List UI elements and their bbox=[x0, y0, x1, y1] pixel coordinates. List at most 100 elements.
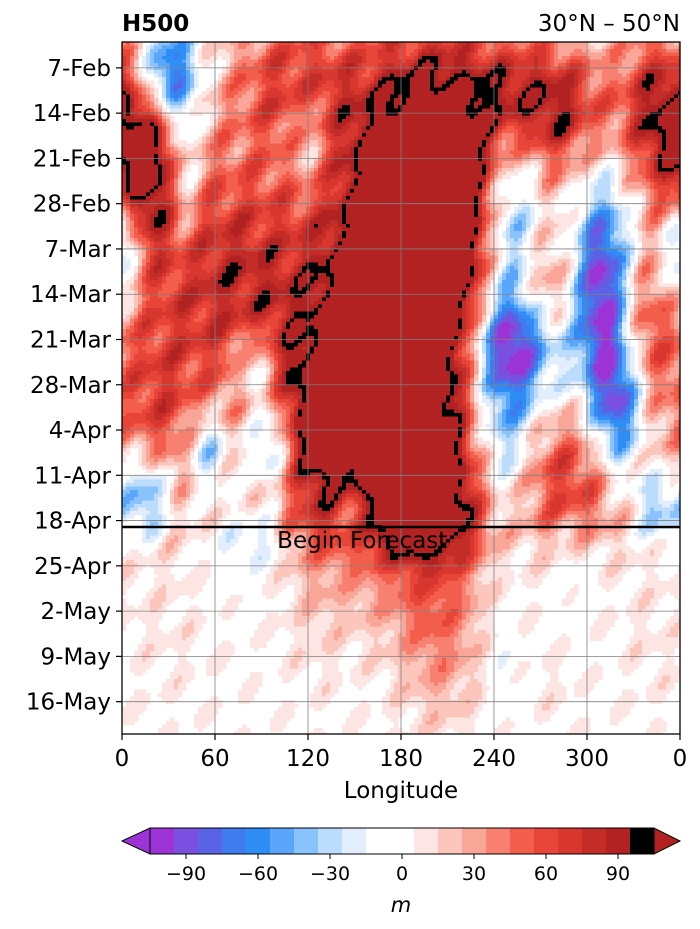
heatmap-cell bbox=[494, 119, 499, 124]
heatmap-cell bbox=[218, 133, 223, 138]
heatmap-cell bbox=[354, 157, 359, 162]
heatmap-cell bbox=[594, 129, 599, 134]
heatmap-cell bbox=[374, 129, 379, 134]
heatmap-cell bbox=[150, 136, 155, 141]
heatmap-cell bbox=[134, 129, 139, 134]
heatmap-cell bbox=[574, 98, 579, 103]
heatmap-cell bbox=[182, 98, 187, 103]
heatmap-cell bbox=[150, 119, 155, 124]
heatmap-cell bbox=[678, 108, 680, 113]
heatmap-cell bbox=[506, 122, 511, 127]
heatmap-cell bbox=[394, 63, 399, 68]
heatmap-cell bbox=[478, 150, 483, 155]
heatmap-cell bbox=[498, 168, 503, 173]
heatmap-cell bbox=[590, 168, 595, 173]
heatmap-cell bbox=[394, 164, 399, 169]
heatmap-cell bbox=[174, 87, 179, 92]
heatmap-cell bbox=[454, 94, 459, 99]
heatmap-cell bbox=[462, 59, 467, 64]
heatmap-cell bbox=[614, 119, 619, 124]
heatmap-cell bbox=[538, 56, 543, 61]
heatmap-cell bbox=[574, 133, 579, 138]
heatmap-cell bbox=[242, 147, 247, 152]
heatmap-cell bbox=[394, 115, 399, 120]
heatmap-cell bbox=[426, 70, 431, 75]
heatmap-cell bbox=[514, 136, 519, 141]
heatmap-cell bbox=[242, 80, 247, 85]
heatmap-cell bbox=[122, 150, 127, 155]
heatmap-cell bbox=[234, 101, 239, 106]
heatmap-cell bbox=[186, 59, 191, 64]
heatmap-cell bbox=[498, 70, 503, 75]
heatmap-cell bbox=[338, 80, 343, 85]
heatmap-cell bbox=[282, 122, 287, 127]
heatmap-cell bbox=[234, 52, 239, 57]
heatmap-cell bbox=[210, 126, 215, 131]
heatmap-cell bbox=[134, 49, 139, 54]
heatmap-cell bbox=[382, 126, 387, 131]
heatmap-cell bbox=[566, 52, 571, 57]
heatmap-cell bbox=[614, 87, 619, 92]
heatmap-cell bbox=[638, 70, 643, 75]
heatmap-cell bbox=[170, 49, 175, 54]
heatmap-cell bbox=[506, 115, 511, 120]
heatmap-cell bbox=[470, 122, 475, 127]
heatmap-cell bbox=[258, 161, 263, 166]
heatmap-cell bbox=[654, 129, 659, 134]
heatmap-cell bbox=[262, 136, 267, 141]
heatmap-cell bbox=[566, 140, 571, 145]
heatmap-cell bbox=[550, 87, 555, 92]
heatmap-cell bbox=[514, 98, 519, 103]
heatmap-cell bbox=[590, 77, 595, 82]
heatmap-cell bbox=[170, 87, 175, 92]
heatmap-cell bbox=[402, 84, 407, 89]
heatmap-cell bbox=[330, 108, 335, 113]
heatmap-cell bbox=[186, 87, 191, 92]
heatmap-cell bbox=[182, 168, 187, 173]
heatmap-cell bbox=[618, 77, 623, 82]
heatmap-cell bbox=[414, 122, 419, 127]
heatmap-cell bbox=[546, 84, 551, 89]
heatmap-cell bbox=[210, 164, 215, 169]
heatmap-cell bbox=[310, 150, 315, 155]
heatmap-cell bbox=[650, 143, 655, 148]
heatmap-cell bbox=[514, 73, 519, 78]
heatmap-cell bbox=[202, 133, 207, 138]
heatmap-cell bbox=[302, 168, 307, 173]
heatmap-cell bbox=[146, 150, 151, 155]
heatmap-cell bbox=[466, 63, 471, 68]
heatmap-cell bbox=[130, 73, 135, 78]
heatmap-cell bbox=[414, 140, 419, 145]
heatmap-cell bbox=[194, 101, 199, 106]
heatmap-cell bbox=[302, 143, 307, 148]
heatmap-cell bbox=[574, 63, 579, 68]
heatmap-cell bbox=[650, 126, 655, 131]
heatmap-cell bbox=[374, 94, 379, 99]
heatmap-cell bbox=[498, 66, 503, 71]
heatmap-cell bbox=[534, 147, 539, 152]
heatmap-cell bbox=[130, 70, 135, 75]
heatmap-cell bbox=[406, 168, 411, 173]
heatmap-cell bbox=[462, 164, 467, 169]
heatmap-cell bbox=[602, 98, 607, 103]
heatmap-cell bbox=[390, 143, 395, 148]
heatmap-cell bbox=[294, 42, 299, 47]
heatmap-cell bbox=[218, 91, 223, 96]
heatmap-cell bbox=[382, 119, 387, 124]
heatmap-cell bbox=[582, 66, 587, 71]
heatmap-cell bbox=[342, 56, 347, 61]
heatmap-cell bbox=[606, 112, 611, 117]
heatmap-cell bbox=[270, 94, 275, 99]
heatmap-cell bbox=[638, 87, 643, 92]
heatmap-cell bbox=[318, 101, 323, 106]
heatmap-cell bbox=[658, 59, 663, 64]
heatmap-cell bbox=[518, 161, 523, 166]
heatmap-cell bbox=[574, 91, 579, 96]
heatmap-cell bbox=[638, 66, 643, 71]
heatmap-cell bbox=[310, 147, 315, 152]
heatmap-cell bbox=[526, 49, 531, 54]
heatmap-cell bbox=[618, 161, 623, 166]
heatmap-cell bbox=[438, 49, 443, 54]
heatmap-cell bbox=[642, 161, 647, 166]
heatmap-cell bbox=[402, 56, 407, 61]
